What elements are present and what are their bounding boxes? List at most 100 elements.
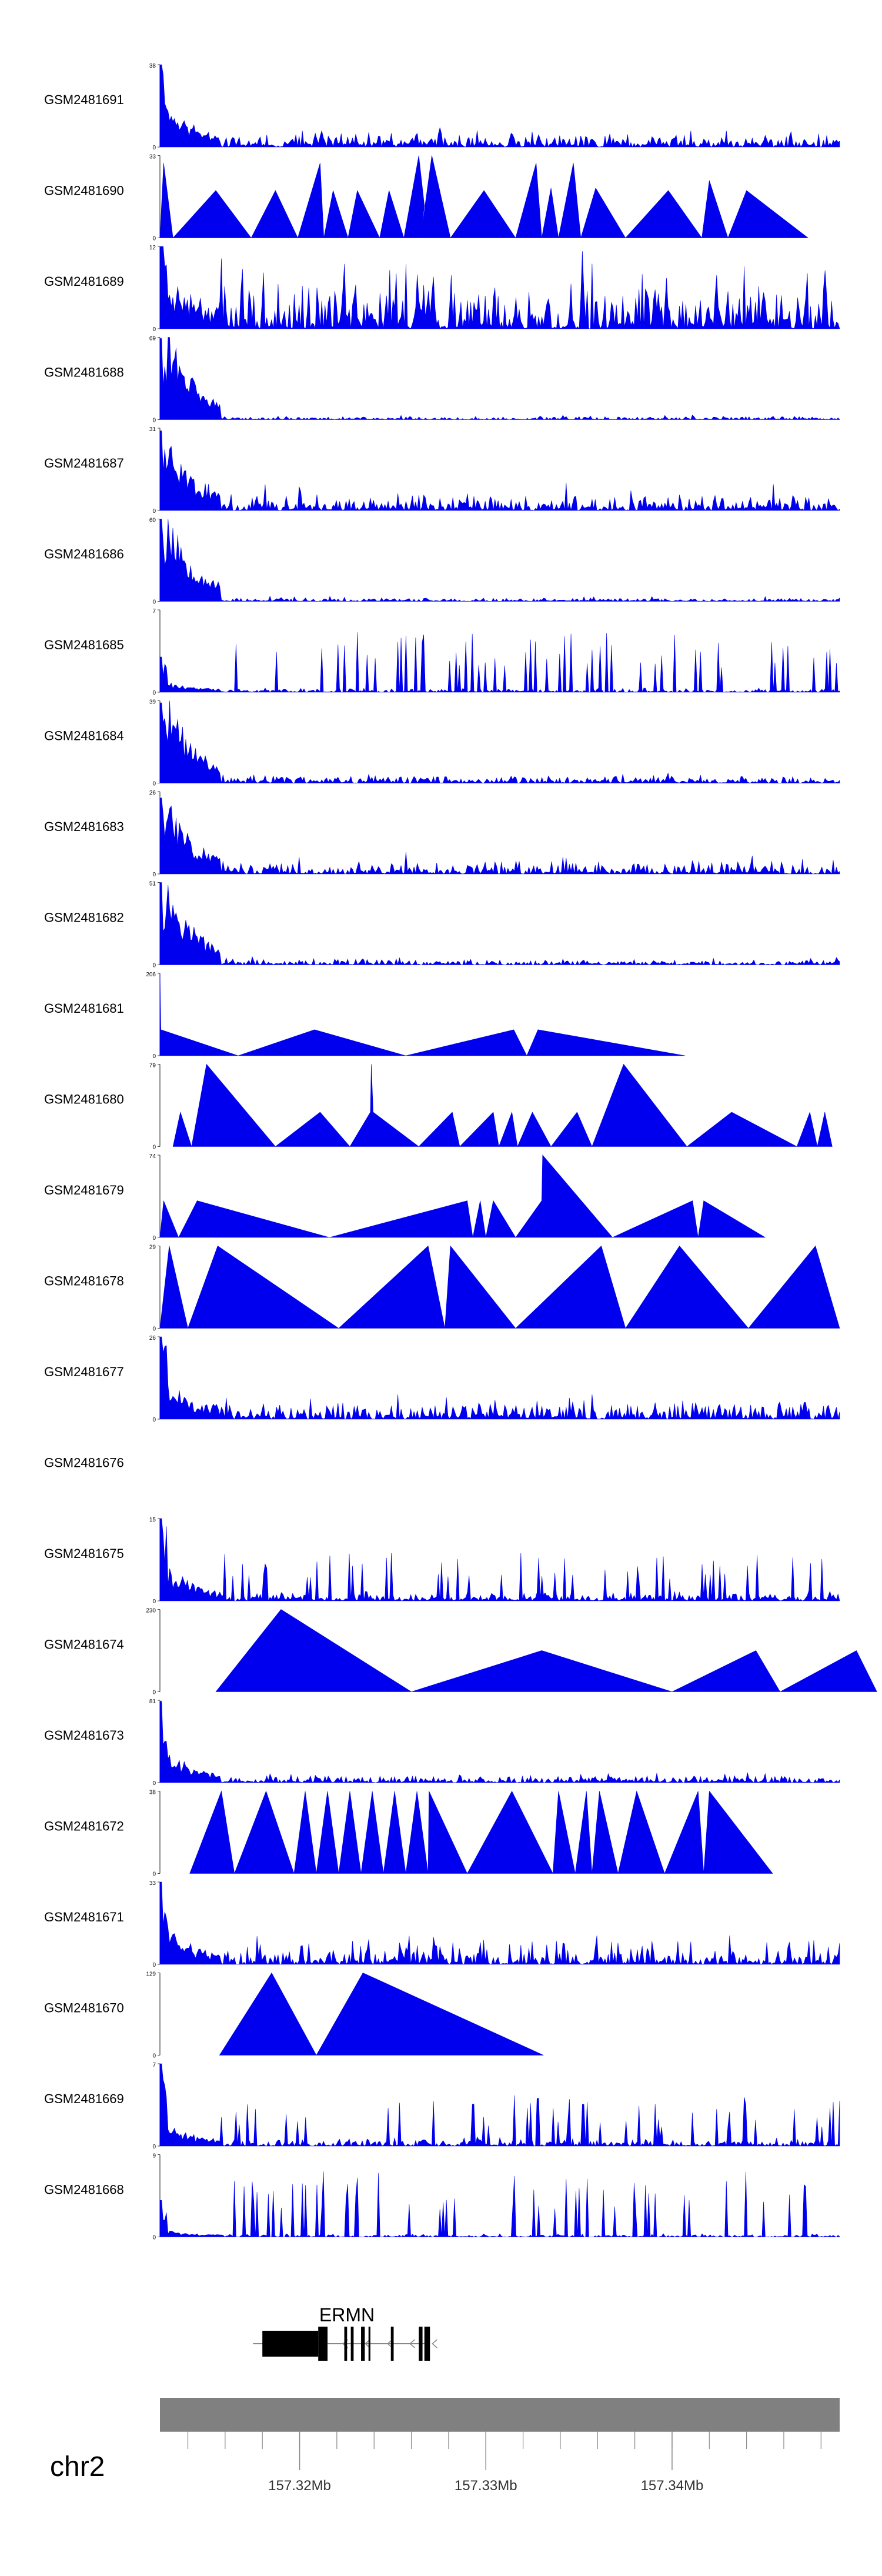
track-label: GSM2481670 xyxy=(44,2001,124,2016)
track-label: GSM2481669 xyxy=(44,2091,124,2106)
y-max-label: 31 xyxy=(149,426,156,433)
track-GSM2481689: GSM2481689 12 0 xyxy=(44,245,840,333)
tick-label: 157.33Mb xyxy=(455,2478,517,2494)
y-max-label: 7 xyxy=(152,2062,156,2068)
coverage-area xyxy=(159,519,840,602)
track-GSM2481678: GSM2481678 29 0 xyxy=(44,1244,840,1333)
chromosome-band xyxy=(160,2398,840,2431)
y-max-label: 33 xyxy=(149,1880,156,1887)
strand-arrow xyxy=(409,2339,415,2348)
track-label: GSM2481681 xyxy=(44,1001,124,1016)
track-GSM2481669: GSM2481669 7 0 xyxy=(44,2062,840,2150)
y-min-label: 0 xyxy=(152,326,156,333)
coverage-area xyxy=(159,246,840,329)
y-min-label: 0 xyxy=(152,690,156,696)
track-label: GSM2481672 xyxy=(44,1819,124,1834)
chromosome-label: chr2 xyxy=(50,2451,105,2482)
y-max-label: 69 xyxy=(149,336,156,342)
track-label: GSM2481688 xyxy=(44,365,124,380)
track-GSM2481691: GSM2481691 38 0 xyxy=(44,63,840,151)
track-GSM2481676: GSM2481676 xyxy=(44,1456,124,1470)
track-label: GSM2481685 xyxy=(44,638,124,652)
y-min-label: 0 xyxy=(152,1417,156,1423)
track-label: GSM2481678 xyxy=(44,1274,124,1289)
strand-arrow xyxy=(432,2339,437,2348)
track-label: GSM2481671 xyxy=(44,1910,124,1924)
track-GSM2481688: GSM2481688 69 0 xyxy=(44,336,840,424)
track-GSM2481680: GSM2481680 79 0 xyxy=(44,1063,833,1151)
coverage-area xyxy=(159,700,840,784)
track-GSM2481687: GSM2481687 31 0 xyxy=(44,426,840,515)
coverage-area xyxy=(159,2063,840,2147)
y-min-label: 0 xyxy=(152,2144,156,2150)
track-GSM2481670: GSM2481670 129 0 xyxy=(44,1971,544,2060)
y-min-label: 0 xyxy=(152,1962,156,1968)
track-label: GSM2481675 xyxy=(44,1546,124,1561)
y-min-label: 0 xyxy=(152,1599,156,1605)
coverage-area xyxy=(159,64,840,148)
y-min-label: 0 xyxy=(152,508,156,515)
y-max-label: 7 xyxy=(152,608,156,615)
y-max-label: 12 xyxy=(149,245,156,251)
y-max-label: 230 xyxy=(146,1608,156,1614)
coverage-area xyxy=(159,798,840,875)
track-GSM2481686: GSM2481686 60 0 xyxy=(44,518,840,606)
gene-exon xyxy=(344,2327,348,2361)
gene-exon xyxy=(318,2327,328,2361)
gene-exon xyxy=(262,2331,319,2357)
ideogram-track: chr2 157.32Mb 157.33Mb 157.34Mb xyxy=(50,2398,840,2494)
coverage-area xyxy=(159,1881,840,1965)
track-label: GSM2481690 xyxy=(44,183,124,198)
coverage-area xyxy=(159,632,840,693)
gene-exon xyxy=(368,2327,370,2361)
y-max-label: 29 xyxy=(149,1244,156,1251)
y-min-label: 0 xyxy=(152,145,156,151)
y-max-label: 38 xyxy=(149,1790,156,1796)
track-label: GSM2481687 xyxy=(44,456,124,471)
gene-exon xyxy=(390,2327,394,2361)
track-GSM2481671: GSM2481671 33 0 xyxy=(44,1880,840,1968)
coverage-area xyxy=(159,2171,840,2238)
track-label: GSM2481668 xyxy=(44,2183,124,2197)
y-min-label: 0 xyxy=(152,781,156,788)
y-max-label: 74 xyxy=(149,1153,156,1160)
gene-track: ERMN xyxy=(253,2304,437,2361)
track-GSM2481685: GSM2481685 7 0 xyxy=(44,608,840,696)
tick-label: 157.32Mb xyxy=(268,2478,331,2494)
y-max-label: 26 xyxy=(149,1335,156,1342)
y-max-label: 26 xyxy=(149,790,156,796)
track-label: GSM2481673 xyxy=(44,1728,124,1743)
y-min-label: 0 xyxy=(152,1690,156,1696)
track-label: GSM2481674 xyxy=(44,1637,124,1652)
track-label: GSM2481691 xyxy=(44,92,124,107)
coverage-area xyxy=(159,337,840,421)
gene-name-label: ERMN xyxy=(319,2304,375,2325)
track-GSM2481668: GSM2481668 9 0 xyxy=(44,2153,840,2241)
track-GSM2481675: GSM2481675 15 0 xyxy=(44,1517,840,1605)
track-GSM2481681: GSM2481681 206 0 xyxy=(44,972,686,1060)
coverage-area xyxy=(159,973,686,1056)
track-label: GSM2481683 xyxy=(44,819,124,834)
track-label: GSM2481684 xyxy=(44,729,124,743)
y-min-label: 0 xyxy=(152,963,156,969)
track-label: GSM2481682 xyxy=(44,910,124,925)
y-min-label: 0 xyxy=(152,1780,156,1787)
y-min-label: 0 xyxy=(152,1053,156,1060)
y-max-label: 39 xyxy=(149,699,156,706)
y-max-label: 129 xyxy=(146,1971,156,1978)
y-max-label: 9 xyxy=(152,2153,156,2160)
coverage-area xyxy=(219,1972,544,2056)
y-max-label: 15 xyxy=(149,1517,156,1523)
track-GSM2481683: GSM2481683 26 0 xyxy=(44,790,840,878)
coverage-area xyxy=(159,882,840,966)
track-GSM2481672: GSM2481672 38 0 xyxy=(44,1790,773,1878)
track-GSM2481674: GSM2481674 230 0 xyxy=(44,1608,877,1696)
coverage-area xyxy=(159,1245,840,1329)
coverage-area xyxy=(159,1518,840,1601)
track-label: GSM2481679 xyxy=(44,1183,124,1197)
track-GSM2481677: GSM2481677 26 0 xyxy=(44,1335,840,1423)
y-min-label: 0 xyxy=(152,1144,156,1151)
y-min-label: 0 xyxy=(152,1871,156,1878)
y-max-label: 81 xyxy=(149,1699,156,1705)
